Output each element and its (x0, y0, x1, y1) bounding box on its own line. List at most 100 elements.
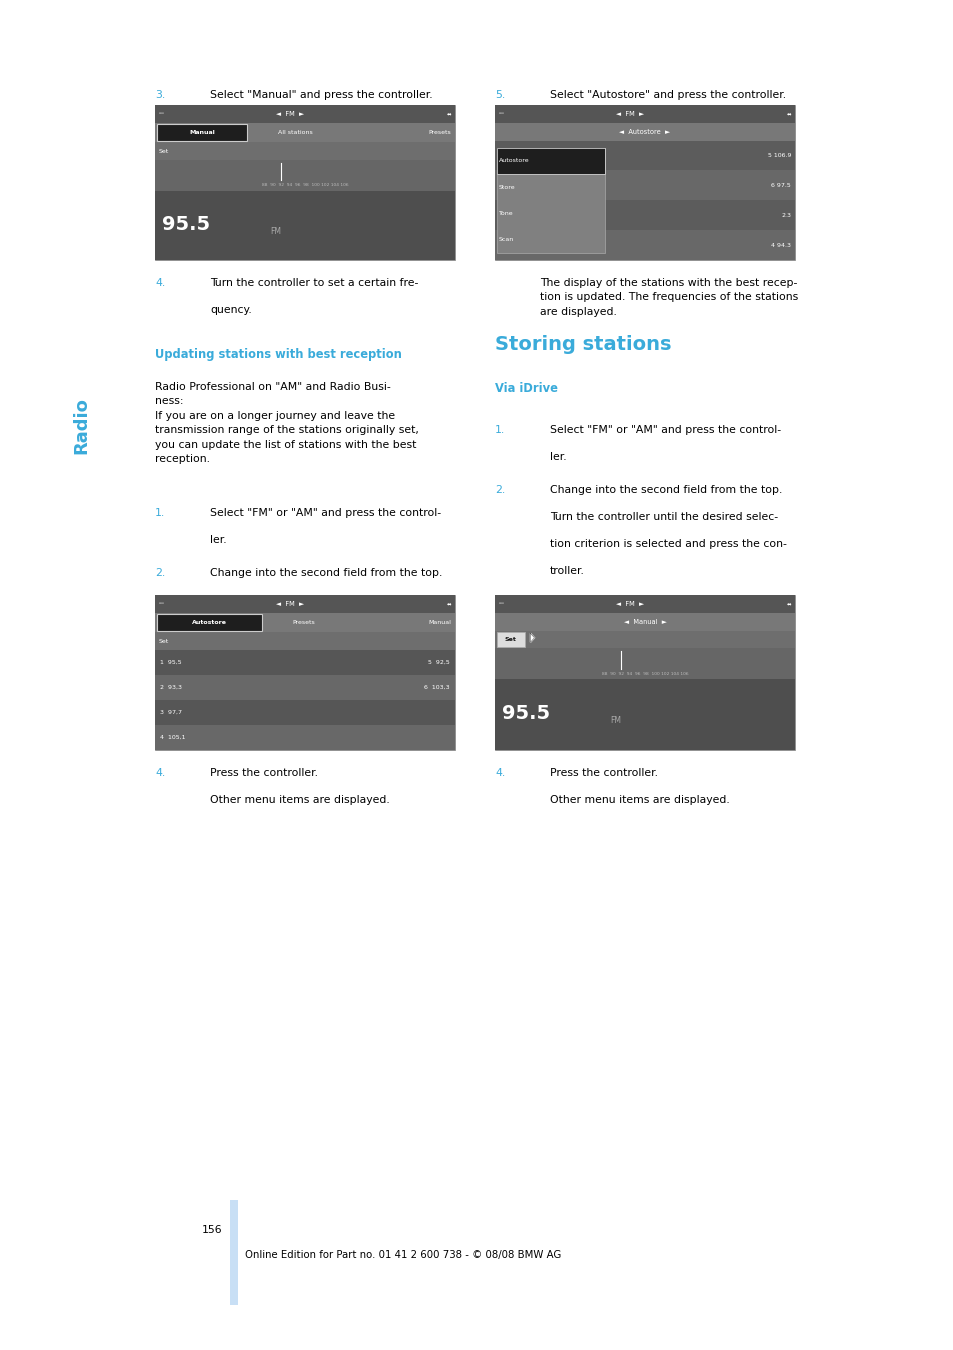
Text: ◄  Manual  ►: ◄ Manual ► (623, 618, 666, 625)
Text: 3.: 3. (154, 603, 165, 614)
Text: Select "Autostore" and press the controller.: Select "Autostore" and press the control… (210, 603, 446, 614)
Bar (495, 595, 794, 613)
Text: Scan: Scan (498, 238, 514, 242)
Text: Online Edition for Part no. 01 41 2 600 738 - © 08/08 BMW AG: Online Edition for Part no. 01 41 2 600 … (245, 1250, 560, 1260)
Text: Store: Store (498, 185, 515, 190)
Bar (0, 300, 13, 701)
Text: Set: Set (159, 639, 169, 644)
Bar (496, 147, 604, 174)
Text: Radio: Radio (72, 397, 90, 454)
Text: 3  97,7: 3 97,7 (160, 710, 182, 716)
Text: ══: ══ (158, 112, 164, 116)
Bar (154, 632, 455, 651)
Text: 1  95,5: 1 95,5 (160, 660, 181, 666)
Text: 2.: 2. (495, 485, 505, 495)
Bar (496, 632, 524, 647)
Bar (157, 614, 262, 632)
Text: Select "Autostore" and press the controller.: Select "Autostore" and press the control… (550, 90, 785, 100)
Text: Autostore: Autostore (192, 620, 227, 625)
Text: 4 94.3: 4 94.3 (770, 243, 790, 247)
Text: Manual: Manual (428, 620, 451, 625)
Text: 156: 156 (201, 1224, 222, 1235)
Text: Autostore: Autostore (498, 158, 529, 163)
Text: Turn the controller to set a certain fre-: Turn the controller to set a certain fre… (210, 278, 418, 288)
Bar (495, 140, 794, 170)
Bar (154, 192, 455, 261)
Text: Press the controller.: Press the controller. (210, 768, 317, 778)
Bar (495, 123, 794, 140)
Text: 4  105,1: 4 105,1 (160, 734, 185, 740)
Text: 95.5: 95.5 (162, 215, 210, 234)
Text: The display of the stations with the best recep-
tion is updated. The frequencie: The display of the stations with the bes… (539, 278, 798, 317)
Text: Tone: Tone (498, 211, 513, 216)
Text: 2  93,3: 2 93,3 (160, 684, 182, 690)
Text: ◄  FM  ►: ◄ FM ► (616, 601, 643, 608)
Text: 3.: 3. (495, 599, 505, 609)
Text: troller.: troller. (550, 566, 584, 576)
Bar (230, 1200, 237, 1305)
Text: Change into the second field from the top.: Change into the second field from the to… (210, 568, 442, 578)
Text: Select "FM" or "AM" and press the control-: Select "FM" or "AM" and press the contro… (550, 425, 781, 435)
Text: ══: ══ (158, 601, 164, 606)
Text: Via iDrive: Via iDrive (495, 382, 558, 396)
Text: Other menu items are displayed.: Other menu items are displayed. (550, 795, 729, 805)
Bar (495, 595, 794, 751)
Text: Other menu items are displayed.: Other menu items are displayed. (210, 795, 390, 805)
Text: ══: ══ (497, 112, 503, 116)
Text: 88  90  92  94  96  98  100 102 104 106: 88 90 92 94 96 98 100 102 104 106 (261, 184, 348, 188)
Text: 4.: 4. (154, 278, 165, 288)
Bar (154, 595, 455, 613)
Text: ler.: ler. (550, 452, 566, 462)
Text: ◄  Autostore  ►: ◄ Autostore ► (618, 128, 670, 135)
Text: 6  103,3: 6 103,3 (424, 684, 450, 690)
Text: Presets: Presets (428, 130, 451, 135)
Bar (154, 613, 455, 632)
Text: Updating stations with best reception: Updating stations with best reception (154, 348, 401, 360)
Bar (154, 142, 455, 161)
Text: FM: FM (609, 716, 620, 725)
Text: Select "Manual" and press the controller.: Select "Manual" and press the controller… (210, 90, 432, 100)
Bar (495, 613, 794, 630)
Text: "Set" is selected.: "Set" is selected. (550, 626, 642, 636)
Bar (495, 105, 794, 123)
Text: 6 97.5: 6 97.5 (770, 182, 790, 188)
Text: 1.: 1. (154, 508, 165, 518)
Bar (154, 675, 455, 701)
Text: 88  90  92  94  96  98  100 102 104 106: 88 90 92 94 96 98 100 102 104 106 (601, 672, 688, 676)
Bar (495, 679, 794, 751)
Polygon shape (530, 633, 534, 643)
Bar (154, 595, 455, 751)
Text: Set: Set (159, 148, 169, 154)
Text: FM: FM (270, 227, 281, 235)
Text: 2.: 2. (154, 568, 165, 578)
Text: Change into the second field from the top.: Change into the second field from the to… (550, 485, 781, 495)
Text: quency.: quency. (210, 305, 252, 315)
Bar (496, 147, 604, 174)
Text: ◄  FM  ►: ◄ FM ► (275, 111, 304, 117)
Text: ◄  FM  ►: ◄ FM ► (275, 601, 304, 608)
Bar (154, 725, 455, 751)
Text: ⬌: ⬌ (446, 601, 451, 606)
Text: Select the desired frequency or station.: Select the desired frequency or station. (550, 599, 765, 609)
Bar (154, 123, 455, 142)
Text: ⬌: ⬌ (446, 112, 451, 116)
Bar (495, 170, 794, 200)
Text: All stations: All stations (277, 130, 312, 135)
Text: ⬌: ⬌ (785, 601, 790, 606)
Text: ler.: ler. (210, 535, 227, 545)
Bar (154, 105, 455, 123)
Text: ══: ══ (497, 601, 503, 606)
Text: 1.: 1. (495, 425, 505, 435)
Text: Radio Professional on "AM" and Radio Busi-
ness:
If you are on a longer journey : Radio Professional on "AM" and Radio Bus… (154, 382, 418, 464)
Text: 95.5: 95.5 (501, 703, 550, 722)
Text: Storing stations: Storing stations (495, 335, 671, 354)
Text: tion criterion is selected and press the con-: tion criterion is selected and press the… (550, 539, 786, 549)
Text: 5  92,5: 5 92,5 (428, 660, 450, 666)
Bar (154, 651, 455, 675)
Text: Set: Set (504, 637, 516, 643)
Text: 4.: 4. (154, 768, 165, 778)
Bar (154, 701, 455, 725)
Bar (495, 630, 794, 648)
Bar (496, 147, 604, 252)
Text: ⬌: ⬌ (785, 112, 790, 116)
